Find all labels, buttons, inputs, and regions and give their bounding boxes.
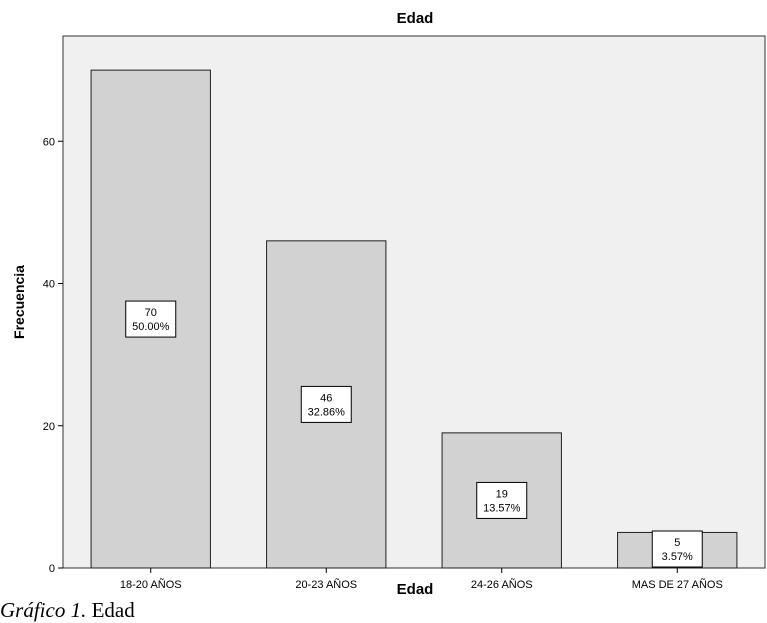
caption-label: Gráfico 1. [0,598,87,622]
chart-title: Edad [397,10,434,27]
data-label-count: 46 [320,392,332,404]
x-axis: 18-20 AÑOS 20-23 AÑOS 24-26 AÑOS MAS DE 27 … [120,568,723,591]
data-label-count: 19 [496,488,508,500]
data-label-box [125,300,177,338]
data-label-count: 70 [145,307,157,319]
data-label-box [300,385,352,423]
x-tick-label: 18-20 AÑOS [120,578,182,591]
data-label-count: 5 [674,537,680,549]
data-label-percent: 13.57% [483,502,521,514]
bar-chart: Edad 0 20 40 60 70 50.00% 46 32.86% 19 13.57% 5 3.… [11,10,766,598]
x-tick-label: MAS DE 27 AÑOS [632,578,723,591]
y-axis-label: Frecuencia [11,265,27,339]
data-label-box [651,530,703,568]
x-tick-label: 24-26 AÑOS [471,578,533,591]
y-tick-label: 0 [49,563,55,575]
x-tick-label: 20-23 AÑOS [295,578,357,591]
figure-caption: Gráfico 1. Edad [0,597,380,623]
y-tick-label: 60 [43,136,55,148]
data-label-percent: 32.86% [308,406,346,418]
y-axis: 0 20 40 60 [43,136,63,575]
y-tick-label: 20 [43,421,55,433]
y-tick-label: 40 [43,279,55,291]
data-label-percent: 3.57% [662,551,693,563]
x-axis-label: Edad [397,581,434,598]
caption-text: Edad [91,598,135,622]
data-label-percent: 50.00% [132,321,170,333]
data-label-box [476,481,528,519]
